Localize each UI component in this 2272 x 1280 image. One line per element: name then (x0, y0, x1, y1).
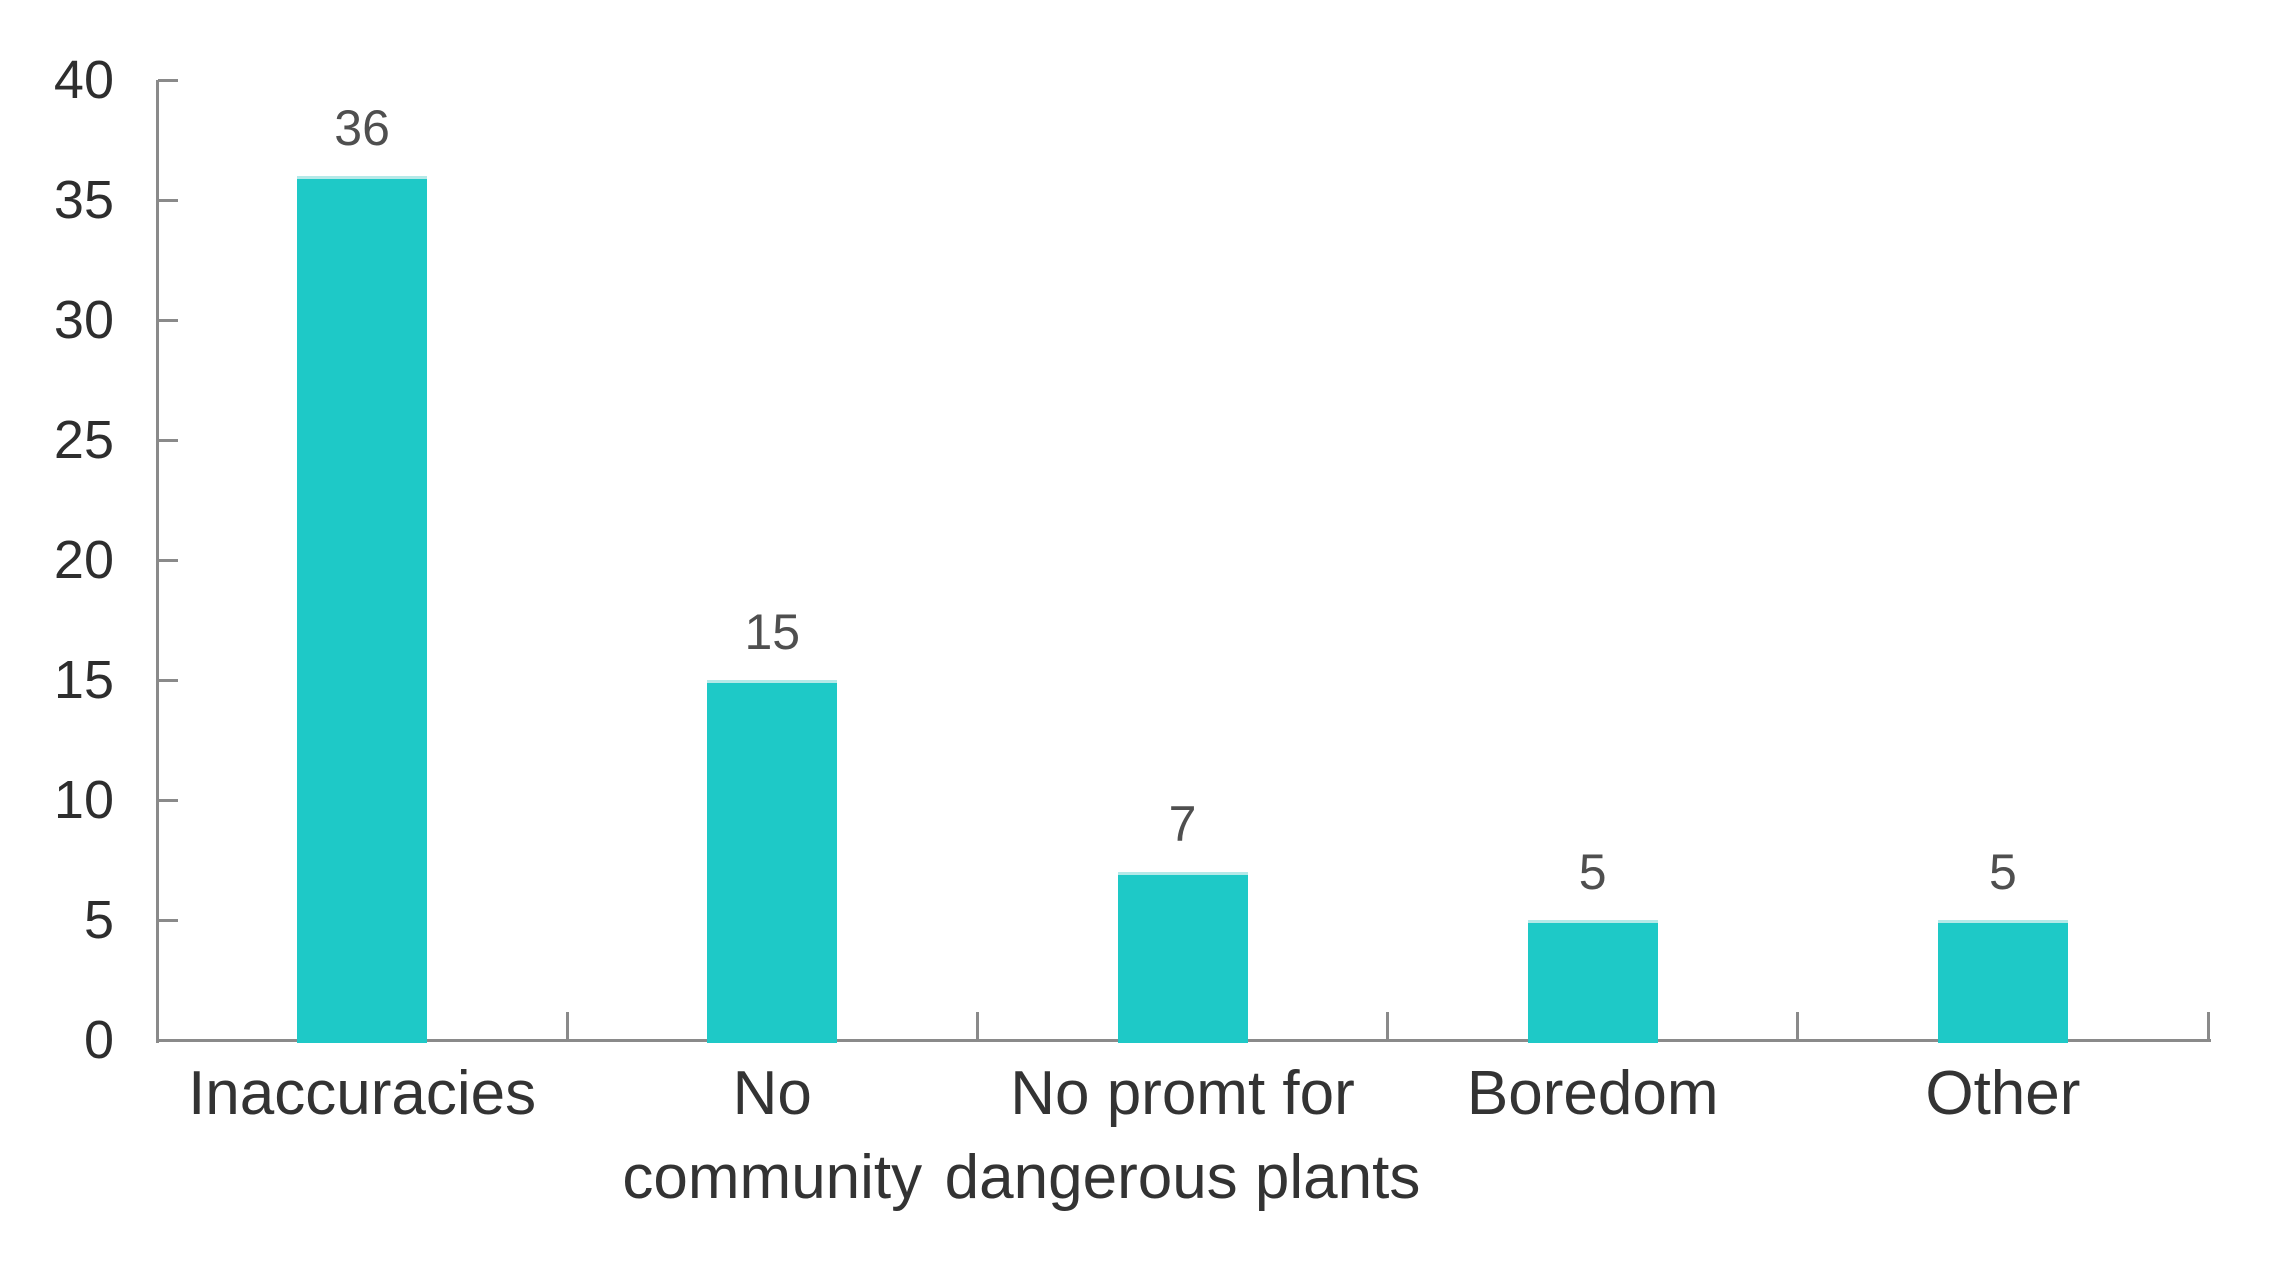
x-axis-label-line: No promt for (1010, 1059, 1355, 1128)
bar-inaccuracies (297, 176, 428, 1043)
bar-boredom (1527, 920, 1658, 1043)
x-axis-label-line: community (622, 1143, 923, 1212)
x-axis-tick (2206, 1012, 2210, 1040)
y-axis-tick (158, 798, 178, 802)
x-axis-label-line: Other (1925, 1059, 2081, 1128)
y-axis-tick-label: 40 (53, 50, 114, 110)
x-axis-label-line: Inaccuracies (188, 1059, 537, 1128)
bar-value-label-no-community: 15 (744, 604, 801, 660)
y-axis-tick (158, 558, 178, 562)
y-axis-line (156, 80, 159, 1043)
bar-no-community (707, 680, 838, 1043)
x-axis-label-line: dangerous plants (944, 1143, 1421, 1212)
bar-other (1937, 920, 2068, 1043)
x-axis-tick (975, 1012, 979, 1040)
x-axis-tick (1796, 1012, 1800, 1040)
y-axis-tick (158, 678, 178, 682)
x-axis-category-label-no-promt-for-dangerous-plants: No promt for dangerous plants (903, 1052, 1463, 1220)
x-axis-category-label-other: Other (1723, 1052, 2272, 1220)
x-axis-label-line: Boredom (1466, 1059, 1719, 1128)
bar-value-label-inaccuracies: 36 (334, 100, 390, 156)
y-axis-tick-label: 0 (83, 1010, 114, 1070)
y-axis-tick-label: 30 (53, 290, 114, 350)
bar-value-label-no-promt-for-dangerous-plants: 7 (1168, 796, 1197, 852)
bar-no-promt-for-dangerous-plants (1117, 872, 1248, 1043)
x-axis-category-label-boredom: Boredom (1313, 1052, 1873, 1220)
y-axis-tick-label: 20 (53, 530, 114, 590)
bar-value-label-boredom: 5 (1578, 844, 1607, 900)
y-axis-tick (158, 78, 178, 82)
y-axis-tick-label: 5 (83, 890, 114, 950)
y-axis-tick-label: 10 (53, 770, 114, 830)
y-axis-tick-label: 35 (53, 170, 114, 230)
y-axis-tick (158, 198, 178, 202)
x-axis-category-label-no-community: No community (492, 1052, 1052, 1220)
y-axis-tick-label: 25 (53, 410, 114, 470)
x-axis-label-line: No (732, 1059, 812, 1128)
y-axis-tick (158, 318, 178, 322)
y-axis-tick (158, 918, 178, 922)
x-axis-tick (1386, 1012, 1390, 1040)
y-axis-tick (158, 438, 178, 442)
bar-value-label-other: 5 (1988, 844, 2017, 900)
y-axis-tick-label: 15 (53, 650, 114, 710)
x-axis-category-label-inaccuracies: Inaccuracies (82, 1052, 642, 1220)
x-axis-tick (565, 1012, 569, 1040)
x-axis-label-line (1723, 1136, 2272, 1220)
